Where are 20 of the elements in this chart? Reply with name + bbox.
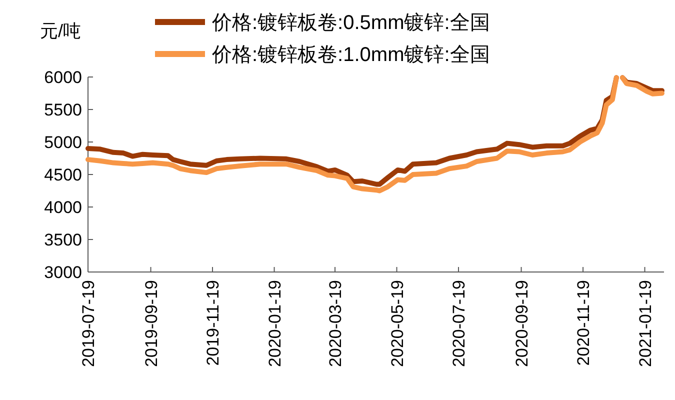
y-axis-title: 元/吨 [40,21,82,41]
legend-label: 价格:镀锌板卷:0.5mm镀锌:全国 [211,12,490,34]
y-tick-label: 5000 [44,133,82,152]
x-tick-label: 2019-07-19 [79,280,98,367]
x-tick-label: 2020-01-19 [265,280,284,367]
y-tick-label: 5500 [44,100,82,120]
y-tick-label: 3500 [44,230,82,250]
x-tick-label: 2020-05-19 [388,280,407,367]
legend-label: 价格:镀锌板卷:1.0mm镀锌:全国 [211,44,490,66]
x-tick-label: 2020-09-19 [512,280,532,367]
x-tick-label: 2020-11-19 [574,280,594,366]
y-tick-label: 6000 [44,68,82,87]
y-tick-label: 4500 [44,166,82,184]
x-tick-label: 2019-09-19 [142,280,161,367]
x-tick-label: 2020-07-19 [450,280,469,367]
y-tick-label: 3000 [44,263,82,282]
y-tick-label: 4000 [44,198,82,217]
x-tick-label: 2020-03-19 [326,280,345,367]
x-tick-label: 2021-01-19 [636,280,655,367]
x-tick-label: 2019-11-19 [204,280,223,366]
